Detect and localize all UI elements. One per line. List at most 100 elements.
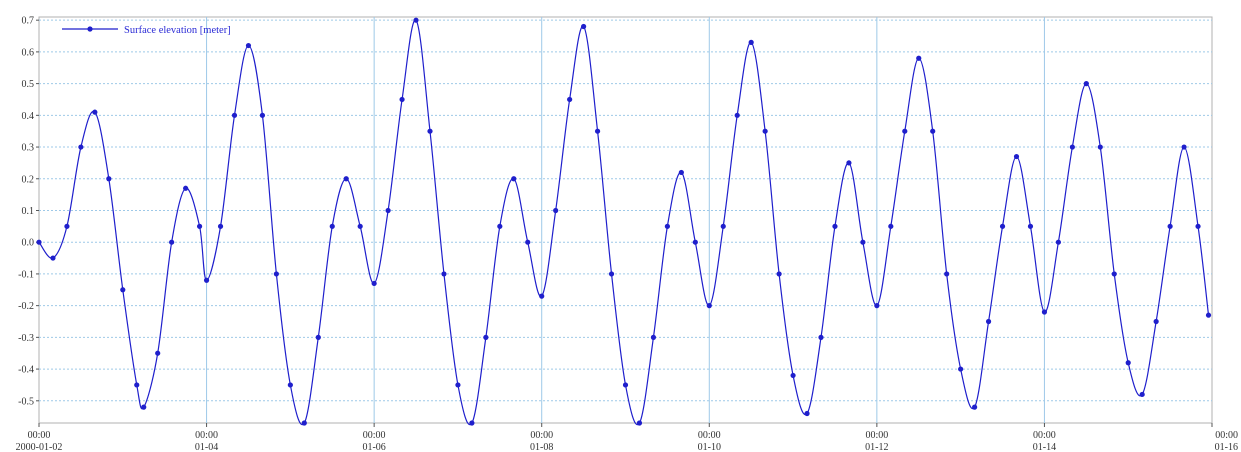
legend-marker-swatch xyxy=(87,26,93,32)
data-point xyxy=(1097,144,1103,150)
data-point xyxy=(874,303,880,309)
data-point xyxy=(245,42,252,49)
data-point xyxy=(36,239,42,245)
y-tick-label: 0.0 xyxy=(22,238,35,249)
x-tick-time-label: 00:00 xyxy=(698,430,721,441)
data-point xyxy=(832,223,838,229)
data-point xyxy=(287,382,293,388)
x-tick-time-label: 00:00 xyxy=(530,430,553,441)
data-point xyxy=(581,23,587,30)
data-point xyxy=(664,223,670,229)
y-tick-label: 0.7 xyxy=(22,16,35,27)
data-point xyxy=(818,334,824,340)
y-tick-label: 0.2 xyxy=(22,174,35,185)
data-point xyxy=(469,420,475,426)
y-tick-label: -0.4 xyxy=(18,365,34,376)
y-tick-label: -0.2 xyxy=(18,301,34,312)
data-point xyxy=(776,271,782,277)
data-point xyxy=(1041,309,1048,315)
data-point xyxy=(1195,223,1201,229)
data-point xyxy=(78,144,84,150)
x-tick-date-label: 01-12 xyxy=(865,442,888,452)
data-point xyxy=(734,112,740,118)
x-tick-time-label: 00:00 xyxy=(865,430,888,441)
y-tick-label: -0.3 xyxy=(18,333,34,344)
data-point xyxy=(371,280,377,287)
data-point xyxy=(413,17,419,23)
x-tick-time-label: 00:00 xyxy=(1033,430,1056,441)
x-tick-date-label: 01-06 xyxy=(362,442,385,452)
data-point xyxy=(1111,271,1117,277)
data-point xyxy=(50,255,56,261)
data-point xyxy=(608,271,615,277)
data-point xyxy=(259,112,266,118)
legend-series-label: Surface elevation [meter] xyxy=(124,25,231,36)
data-point xyxy=(455,382,461,388)
data-point xyxy=(762,128,768,134)
data-point xyxy=(1205,312,1212,318)
data-point xyxy=(930,128,936,134)
data-point xyxy=(134,382,140,388)
data-point xyxy=(916,55,922,61)
data-point xyxy=(972,404,978,410)
data-point xyxy=(399,96,405,103)
data-point xyxy=(155,350,161,356)
data-point xyxy=(497,223,503,229)
data-point xyxy=(1125,360,1131,366)
data-point xyxy=(1069,144,1075,150)
x-tick-time-label: 00:00 xyxy=(28,430,51,441)
y-tick-label: -0.5 xyxy=(18,396,34,407)
data-point xyxy=(594,128,601,134)
plot-area xyxy=(36,17,1212,426)
data-point xyxy=(525,239,531,245)
data-point xyxy=(141,404,147,410)
data-point xyxy=(1027,223,1034,229)
data-point xyxy=(706,303,712,309)
data-point xyxy=(1181,144,1187,150)
x-tick-date-label: 01-04 xyxy=(195,442,218,452)
data-point xyxy=(106,176,112,182)
data-point xyxy=(985,318,992,325)
data-point xyxy=(958,366,964,372)
data-point xyxy=(441,271,447,277)
data-point xyxy=(343,176,349,182)
y-axis-ticks: 0.7 0.6 0.5 0.4 0.3 0.2 0.1 0.0 -0.1 -0.2 -0.3 -0.4… xyxy=(18,16,39,407)
data-point xyxy=(790,372,796,379)
data-point xyxy=(196,223,203,229)
data-point xyxy=(1139,391,1145,398)
y-tick-label: 0.1 xyxy=(22,206,35,217)
data-point xyxy=(92,109,98,115)
data-point xyxy=(650,334,657,340)
y-tick-label: -0.1 xyxy=(18,269,34,280)
data-point xyxy=(999,223,1006,229)
data-point xyxy=(511,176,517,182)
data-point xyxy=(622,382,629,388)
x-tick-date-label: 01-08 xyxy=(530,442,553,452)
grid-lines xyxy=(38,16,1213,424)
data-point xyxy=(273,271,279,277)
data-point xyxy=(1167,223,1173,229)
x-tick-time-label: 00:00 xyxy=(195,430,218,441)
data-point xyxy=(888,223,894,229)
data-point xyxy=(720,223,726,229)
y-tick-label: 0.4 xyxy=(22,111,35,122)
plot-frame xyxy=(38,16,1213,424)
data-point xyxy=(846,160,852,166)
data-point xyxy=(539,293,545,299)
data-point xyxy=(804,410,810,417)
data-point xyxy=(183,185,189,191)
legend: Surface elevation [meter] xyxy=(62,25,231,36)
data-point xyxy=(692,239,698,245)
x-axis-ticks: 00:002000-01-0200:0001-0400:0001-0600:00… xyxy=(16,423,1238,452)
data-point xyxy=(217,223,224,229)
data-point xyxy=(483,334,489,340)
y-tick-label: 0.5 xyxy=(22,79,35,90)
data-point xyxy=(636,420,643,426)
data-point xyxy=(1055,239,1061,245)
data-point xyxy=(678,169,684,176)
data-point xyxy=(329,223,335,229)
x-tick-date-label: 2000-01-02 xyxy=(16,442,63,452)
data-point xyxy=(203,277,210,283)
data-point xyxy=(860,239,866,245)
